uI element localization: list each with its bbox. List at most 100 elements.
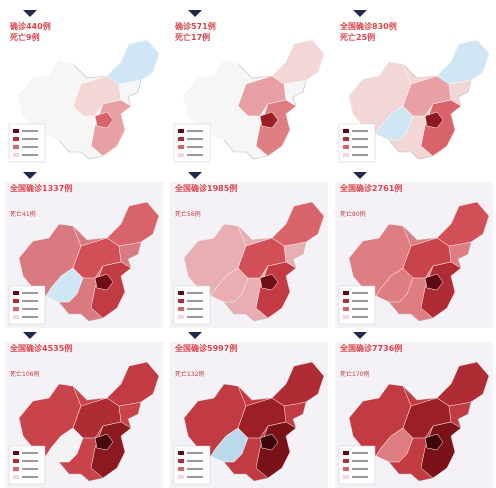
china-map <box>183 39 325 160</box>
legend-text-line <box>187 154 203 156</box>
death-count: 死亡80例 <box>340 210 366 218</box>
legend-swatch <box>343 459 349 463</box>
death-count: 死亡17例 <box>174 32 210 42</box>
legend-text-line <box>187 316 203 318</box>
legend-text-line <box>352 316 368 318</box>
legend-swatch <box>343 291 349 295</box>
china-map <box>348 361 490 482</box>
confirmed-count: 确诊440例 <box>10 21 51 31</box>
legend-text-line <box>352 138 368 140</box>
china-map <box>183 361 325 482</box>
legend-swatch <box>13 451 19 455</box>
confirmed-count: 全国确诊4535例 <box>9 343 72 353</box>
legend-text-line <box>22 476 38 478</box>
legend <box>173 285 211 325</box>
panel-marker <box>353 172 367 179</box>
confirmed-count: 全国确诊5997例 <box>174 343 237 353</box>
legend-text-line <box>352 154 368 156</box>
china-map <box>348 201 490 322</box>
confirmed-count: 全国确诊7736例 <box>339 343 402 353</box>
legend-swatch <box>178 129 184 133</box>
legend-text-line <box>352 468 368 470</box>
region <box>94 111 114 129</box>
legend-text-line <box>22 154 38 156</box>
legend-swatch <box>178 467 184 471</box>
confirmed-count: 全国确诊830例 <box>339 21 397 31</box>
legend-text-line <box>187 476 203 478</box>
legend-text-line <box>187 460 203 462</box>
panel-marker <box>353 10 367 17</box>
legend-swatch <box>13 459 19 463</box>
region <box>94 273 114 291</box>
legend-text-line <box>22 292 38 294</box>
china-map <box>18 201 160 322</box>
legend-text-line <box>187 292 203 294</box>
legend-swatch <box>13 475 19 479</box>
legend-swatch <box>343 299 349 303</box>
legend-text-line <box>352 460 368 462</box>
region <box>106 201 160 247</box>
panel-marker <box>23 172 37 179</box>
panel-marker <box>188 332 202 339</box>
legend-swatch <box>343 451 349 455</box>
legend <box>338 123 376 163</box>
legend-swatch <box>13 137 19 141</box>
legend-swatch <box>343 315 349 319</box>
legend-text-line <box>22 316 38 318</box>
panel-marker <box>23 10 37 17</box>
legend-swatch <box>13 299 19 303</box>
death-count: 死亡170例 <box>340 370 369 378</box>
legend-swatch <box>13 315 19 319</box>
legend-text-line <box>352 146 368 148</box>
death-count: 死亡106例 <box>10 370 39 378</box>
legend-text-line <box>352 476 368 478</box>
legend-text-line <box>22 308 38 310</box>
legend-swatch <box>343 475 349 479</box>
legend-text-line <box>187 452 203 454</box>
legend-text-line <box>187 468 203 470</box>
region <box>424 273 444 291</box>
region <box>259 433 279 451</box>
legend-swatch <box>178 299 184 303</box>
region <box>271 201 325 247</box>
legend-swatch <box>178 475 184 479</box>
legend-text-line <box>187 138 203 140</box>
legend <box>8 285 46 325</box>
legend <box>173 123 211 163</box>
legend-swatch <box>343 145 349 149</box>
legend-text-line <box>187 146 203 148</box>
legend-swatch <box>13 467 19 471</box>
legend-swatch <box>178 153 184 157</box>
region <box>436 39 490 85</box>
china-map <box>18 361 160 482</box>
legend-swatch <box>343 137 349 141</box>
legend-swatch <box>178 451 184 455</box>
legend-text-line <box>352 292 368 294</box>
legend-text-line <box>187 308 203 310</box>
region <box>424 111 444 129</box>
legend-text-line <box>352 308 368 310</box>
legend-swatch <box>178 307 184 311</box>
confirmed-count: 全国确诊2761例 <box>339 183 402 193</box>
region <box>259 273 279 291</box>
legend-swatch <box>343 307 349 311</box>
panel-marker <box>188 10 202 17</box>
legend-swatch <box>343 467 349 471</box>
legend-swatch <box>13 307 19 311</box>
legend-text-line <box>22 146 38 148</box>
china-map <box>348 39 490 160</box>
legend-swatch <box>13 145 19 149</box>
region <box>271 39 325 85</box>
region <box>94 433 114 451</box>
legend-text-line <box>22 300 38 302</box>
legend-swatch <box>178 315 184 319</box>
